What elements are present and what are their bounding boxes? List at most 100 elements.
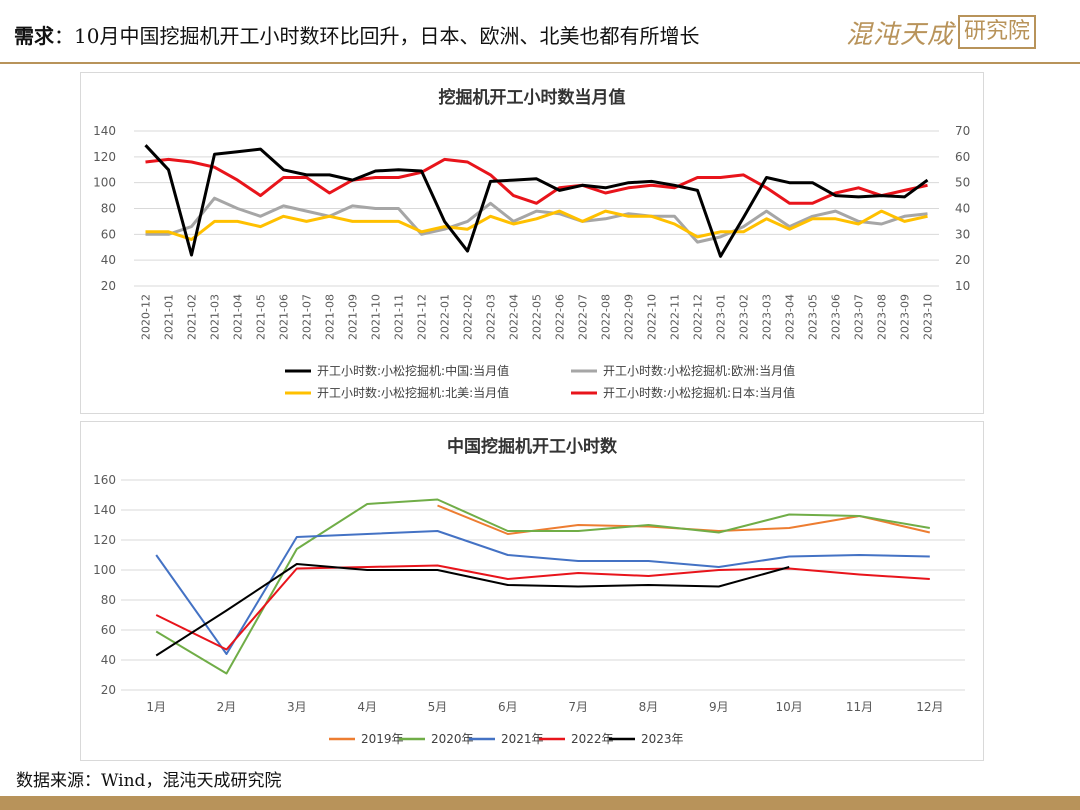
y2-tick-label: 70 [955, 124, 970, 138]
chart-title: 中国挖掘机开工小时数 [447, 436, 618, 457]
x-tick-label: 2022-07 [577, 294, 590, 340]
x-tick-label: 2023-02 [738, 294, 751, 340]
x-tick-label: 2022-03 [485, 294, 498, 340]
header-divider [0, 62, 1080, 64]
chart-title: 挖掘机开工小时数当月值 [439, 87, 626, 108]
page-title: 需求：10月中国挖掘机开工小时数环比回升，日本、欧洲、北美也都有所增长 [14, 20, 699, 49]
x-tick-label: 2022-01 [439, 294, 452, 340]
x-tick-label: 2023-10 [922, 294, 935, 340]
legend-label: 开工小时数:小松挖掘机:北美:当月值 [317, 385, 509, 400]
y-tick-label: 20 [101, 279, 116, 293]
y2-tick-label: 10 [955, 279, 970, 293]
x-tick-label: 2023-07 [853, 294, 866, 340]
x-tick-label: 2021-05 [255, 294, 268, 340]
legend-label: 2020年 [431, 732, 474, 746]
y-tick-label: 120 [93, 150, 116, 164]
title-colon: ： [54, 24, 74, 48]
x-tick-label: 2022-12 [692, 294, 705, 340]
y-tick-label: 100 [93, 563, 116, 577]
y-tick-label: 100 [93, 176, 116, 190]
data-source: 数据来源：Wind，混沌天成研究院 [16, 771, 282, 791]
y2-tick-label: 20 [955, 253, 970, 267]
x-tick-label: 12月 [916, 700, 943, 714]
x-tick-label: 2021-04 [232, 294, 245, 340]
y-tick-label: 60 [101, 623, 116, 637]
x-tick-label: 2021-10 [370, 294, 383, 340]
footer-bar [0, 796, 1080, 810]
x-tick-label: 10月 [776, 700, 803, 714]
x-tick-label: 2月 [217, 700, 237, 714]
x-tick-label: 2023-09 [899, 294, 912, 340]
x-tick-label: 2022-09 [623, 294, 636, 340]
x-tick-label: 2021-01 [163, 294, 176, 340]
y-tick-label: 60 [101, 227, 116, 241]
legend-label: 开工小时数:小松挖掘机:欧洲:当月值 [603, 363, 795, 378]
x-tick-label: 2021-06 [278, 294, 291, 340]
y2-tick-label: 30 [955, 227, 970, 241]
x-tick-label: 1月 [146, 700, 166, 714]
legend-label: 2022年 [571, 732, 614, 746]
x-tick-label: 11月 [846, 700, 873, 714]
y2-tick-label: 60 [955, 150, 970, 164]
x-tick-label: 3月 [287, 700, 307, 714]
legend-label: 开工小时数:小松挖掘机:日本:当月值 [603, 385, 795, 400]
x-tick-label: 2022-10 [646, 294, 659, 340]
y-tick-label: 20 [101, 683, 116, 697]
logo-main-text: 混沌天成 [846, 19, 955, 50]
series-line-3 [155, 564, 930, 651]
x-tick-label: 2023-03 [761, 294, 774, 340]
y-tick-label: 40 [101, 653, 116, 667]
title-text: 10月中国挖掘机开工小时数环比回升，日本、欧洲、北美也都有所增长 [74, 24, 700, 48]
x-tick-label: 2021-03 [209, 294, 222, 340]
y-tick-label: 40 [101, 253, 116, 267]
x-tick-label: 2023-05 [807, 294, 820, 340]
series-line-1 [155, 498, 930, 675]
x-tick-label: 2022-04 [508, 294, 521, 340]
legend-label: 2021年 [501, 732, 544, 746]
chart-panel-monthly: 挖掘机开工小时数当月值 20 40 60 80 100 120 140 10 20 30 40 50 60… [80, 72, 984, 414]
x-tick-label: 5月 [428, 700, 448, 714]
x-tick-label: 2021-12 [416, 294, 429, 340]
legend-label: 开工小时数:小松挖掘机:中国:当月值 [317, 363, 509, 378]
series-line-2 [145, 209, 928, 241]
y2-tick-label: 50 [955, 176, 970, 190]
x-tick-label: 2022-02 [462, 294, 475, 340]
legend-label: 2023年 [641, 732, 684, 746]
series-line-2 [155, 530, 930, 655]
x-tick-label: 4月 [357, 700, 377, 714]
x-tick-label: 2022-05 [531, 294, 544, 340]
x-tick-label: 2022-11 [669, 294, 682, 340]
x-tick-label: 2021-02 [186, 294, 199, 340]
x-tick-label: 2023-01 [715, 294, 728, 340]
x-tick-label: 2023-04 [784, 294, 797, 340]
series-line-3 [145, 157, 928, 205]
y-tick-label: 80 [101, 593, 116, 607]
x-tick-label: 2021-08 [324, 294, 337, 340]
x-tick-label: 6月 [498, 700, 518, 714]
title-prefix: 需求 [14, 24, 54, 48]
brand-logo: 混沌天成 研究院 [846, 12, 1037, 52]
x-tick-label: 2023-06 [830, 294, 843, 340]
page-header: 需求：10月中国挖掘机开工小时数环比回升，日本、欧洲、北美也都有所增长 混沌天成… [0, 0, 1080, 62]
series-line-0 [144, 144, 929, 258]
legend-label: 2019年 [361, 732, 404, 746]
x-tick-label: 7月 [568, 700, 588, 714]
x-tick-label: 2022-06 [554, 294, 567, 340]
y-tick-label: 120 [93, 533, 116, 547]
x-tick-label: 2023-08 [876, 294, 889, 340]
chart-panel-china-yearly: 中国挖掘机开工小时数 20 40 60 80 100 120 140 160 1月 2月 3月 4月 5月… [80, 421, 984, 761]
y2-tick-label: 40 [955, 202, 970, 216]
x-tick-label: 2020-12 [140, 294, 153, 340]
y-tick-label: 140 [93, 124, 116, 138]
series-line-4 [155, 563, 790, 657]
x-tick-label: 8月 [639, 700, 659, 714]
monthly-hours-chart: 挖掘机开工小时数当月值 20 40 60 80 100 120 140 10 20 30 40 50 60… [93, 87, 970, 400]
x-tick-label: 2021-11 [393, 294, 406, 340]
y-tick-label: 160 [93, 473, 116, 487]
series-line-1 [145, 196, 928, 244]
logo-box-text: 研究院 [958, 15, 1037, 49]
y-tick-label: 80 [101, 202, 116, 216]
x-tick-label: 2022-08 [600, 294, 613, 340]
x-tick-label: 9月 [709, 700, 729, 714]
x-tick-label: 2021-07 [301, 294, 314, 340]
